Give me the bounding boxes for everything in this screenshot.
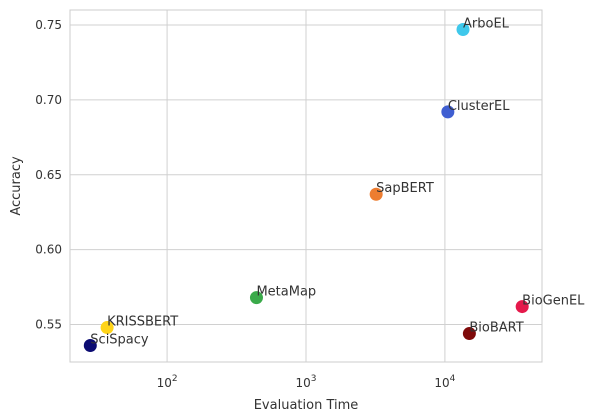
y-tick-label: 0.75 — [35, 18, 62, 32]
y-tick-label: 0.70 — [35, 93, 62, 107]
data-point — [369, 187, 383, 201]
x-tick-label: 102 — [157, 374, 178, 390]
y-tick-label: 0.65 — [35, 168, 62, 182]
x-tick-label: 103 — [295, 374, 316, 390]
tick-labels: 102 103 104 0.55 0.60 0.65 0.70 0.75 — [35, 18, 455, 390]
grid-lines — [70, 10, 542, 362]
data-points: ArboEL ClusterEL SapBERT MetaMap BioGenEL KRI… — [83, 16, 585, 353]
data-point — [441, 105, 455, 119]
point-label: SciSpacy — [90, 333, 149, 348]
data-point — [249, 291, 263, 305]
data-point — [83, 339, 97, 353]
point-label: SapBERT — [376, 181, 434, 196]
point-label: BioGenEL — [522, 294, 585, 309]
data-point — [515, 300, 529, 314]
data-point — [462, 327, 476, 341]
x-tick-label: 104 — [434, 374, 455, 390]
data-point — [100, 321, 114, 335]
y-tick-label: 0.60 — [35, 243, 62, 257]
point-label: ArboEL — [463, 16, 510, 31]
data-point — [456, 22, 470, 36]
point-label: BioBART — [469, 321, 523, 336]
point-label: MetaMap — [256, 285, 316, 300]
point-label: KRISSBERT — [107, 315, 178, 330]
y-tick-label: 0.55 — [35, 318, 62, 332]
x-axis-label: Evaluation Time — [254, 398, 359, 413]
y-axis-label: Accuracy — [9, 156, 24, 216]
point-label: ClusterEL — [448, 99, 510, 114]
